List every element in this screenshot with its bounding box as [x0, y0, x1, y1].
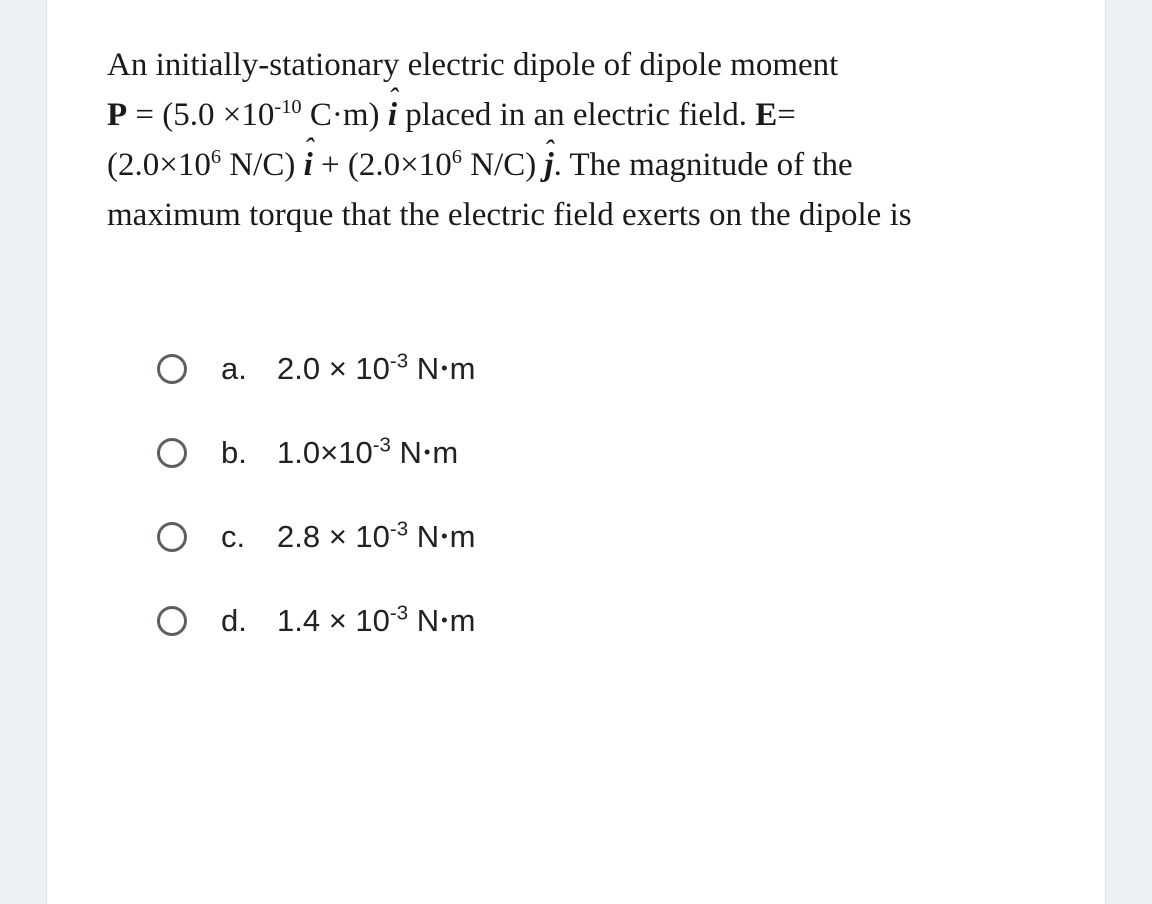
i-hat-icon: i	[388, 91, 397, 133]
q-p-exp: -10	[274, 96, 301, 118]
answer-post: N	[408, 351, 439, 386]
option-answer: 1.4 × 10-3 N•m	[277, 603, 475, 639]
q-plus: + (2.0×10	[313, 147, 452, 183]
question-card: An initially-stationary electric dipole …	[46, 0, 1106, 904]
option-answer: 2.0 × 10-3 N•m	[277, 351, 475, 387]
dot-icon: •	[439, 357, 450, 378]
option-answer: 1.0×10-3 N•m	[277, 435, 458, 471]
q-period: . The magnitude of the	[554, 147, 853, 183]
radio-icon[interactable]	[157, 522, 187, 552]
dot-icon: •	[439, 525, 450, 546]
options-list: a. 2.0 × 10-3 N•m b. 1.0×10-3 N•m c. 2.8…	[107, 351, 1045, 639]
answer-unit: m	[432, 435, 458, 470]
q-p-label: P	[107, 97, 127, 133]
option-letter: d.	[221, 603, 277, 639]
answer-exp: -3	[390, 349, 408, 372]
q-e-eq: =	[777, 97, 796, 133]
option-letter: b.	[221, 435, 277, 471]
answer-exp: -3	[373, 433, 391, 456]
answer-post: N	[408, 603, 439, 638]
answer-pre: 1.4 × 10	[277, 603, 390, 638]
q-e-label: E	[755, 97, 777, 133]
answer-unit: m	[450, 603, 476, 638]
question-text: An initially-stationary electric dipole …	[107, 40, 1045, 241]
radio-icon[interactable]	[157, 438, 187, 468]
option-a[interactable]: a. 2.0 × 10-3 N•m	[157, 351, 1045, 387]
answer-unit: m	[450, 351, 476, 386]
q-e1-exp: 6	[211, 146, 221, 168]
dot-icon: •	[422, 441, 433, 462]
q-e2-close: N/C)	[462, 147, 545, 183]
option-letter: c.	[221, 519, 277, 555]
option-c[interactable]: c. 2.8 × 10-3 N•m	[157, 519, 1045, 555]
q-e2-exp: 6	[452, 146, 462, 168]
q-tail: maximum torque that the electric field e…	[107, 197, 912, 233]
j-hat-icon: j	[544, 141, 553, 183]
answer-unit: m	[450, 519, 476, 554]
q-line1: An initially-stationary electric dipole …	[107, 47, 838, 83]
option-letter: a.	[221, 351, 277, 387]
answer-post: N	[391, 435, 422, 470]
option-b[interactable]: b. 1.0×10-3 N•m	[157, 435, 1045, 471]
answer-post: N	[408, 519, 439, 554]
q-e1-open: (2.0×10	[107, 147, 211, 183]
answer-pre: 1.0×10	[277, 435, 373, 470]
q-p-eq: = (5.0 ×10	[127, 97, 274, 133]
q-placed: placed in an electric field.	[397, 97, 755, 133]
option-answer: 2.8 × 10-3 N•m	[277, 519, 475, 555]
answer-exp: -3	[390, 517, 408, 540]
dot-icon: •	[439, 609, 450, 630]
radio-icon[interactable]	[157, 606, 187, 636]
i-hat-icon: i	[304, 141, 313, 183]
option-d[interactable]: d. 1.4 × 10-3 N•m	[157, 603, 1045, 639]
radio-icon[interactable]	[157, 354, 187, 384]
answer-exp: -3	[390, 601, 408, 624]
q-p-unit: C·m)	[302, 97, 388, 133]
q-e1-close: N/C)	[221, 147, 304, 183]
answer-pre: 2.0 × 10	[277, 351, 390, 386]
answer-pre: 2.8 × 10	[277, 519, 390, 554]
